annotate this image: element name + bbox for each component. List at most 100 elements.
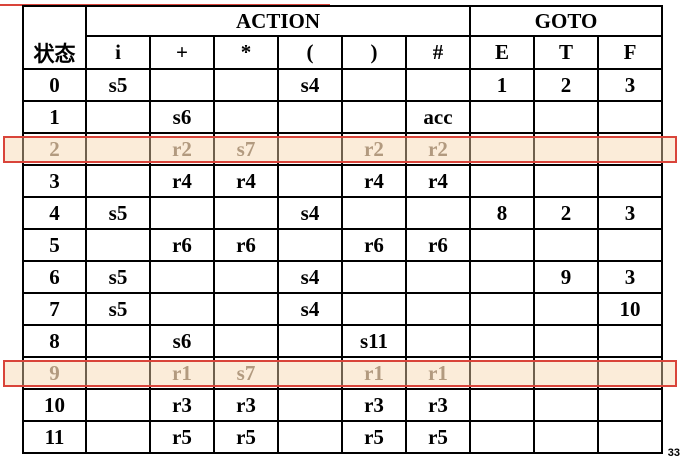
action-cell: s6 [149,324,215,358]
goto-cell [597,100,663,134]
table-row: 8 s6 s11 [22,324,663,358]
goto-cell: 8 [469,196,535,230]
action-cell: r5 [149,420,215,454]
action-cell: s5 [85,196,151,230]
goto-cell: 2 [533,68,599,102]
state-cell: 4 [22,196,87,230]
symbol-header: # [405,35,471,70]
table-row: 7 s5 s4 10 [22,292,663,326]
symbol-header: i [85,35,151,70]
table-row: 10 r3 r3 r3 r3 [22,388,663,422]
goto-cell [469,292,535,326]
action-cell [85,228,151,262]
goto-cell [533,164,599,198]
page-number: 33 [667,447,680,459]
table-row: 5 r6 r6 r6 r6 [22,228,663,262]
action-cell: s5 [85,68,151,102]
state-cell: 3 [22,164,87,198]
action-cell [341,260,407,294]
action-cell: s6 [149,100,215,134]
action-cell [213,68,279,102]
action-cell: r4 [149,164,215,198]
action-cell: r1 [341,356,407,390]
goto-cell [469,388,535,422]
action-cell: r2 [405,132,471,166]
action-cell: s11 [341,324,407,358]
goto-cell: 2 [533,196,599,230]
action-cell [277,388,343,422]
action-cell [85,100,151,134]
symbol-header: T [533,35,599,70]
state-cell: 10 [22,388,87,422]
goto-cell [469,132,535,166]
action-cell [277,324,343,358]
action-cell: s5 [85,292,151,326]
goto-cell [533,356,599,390]
goto-cell [597,420,663,454]
goto-cell [469,324,535,358]
action-cell [341,196,407,230]
action-cell: r2 [149,132,215,166]
action-cell: r1 [149,356,215,390]
goto-cell [597,356,663,390]
state-cell: 6 [22,260,87,294]
goto-cell [533,228,599,262]
table-row: 2 r2 s7 r2 r2 [22,132,663,166]
goto-cell: 3 [597,68,663,102]
symbol-header: ( [277,35,343,70]
header-row-symbols: i + * ( ) # E T F [23,35,663,70]
goto-cell: 1 [469,68,535,102]
action-cell: r6 [405,228,471,262]
symbol-header: E [469,35,535,70]
table-row: 4 s5 s4 8 2 3 [22,196,663,230]
goto-cell [533,100,599,134]
goto-cell [533,132,599,166]
action-group-header: ACTION [85,5,471,37]
action-cell: r5 [341,420,407,454]
symbol-header: ) [341,35,407,70]
table-row: 0 s5 s4 1 2 3 [22,68,663,102]
action-cell: s4 [277,260,343,294]
action-cell: r1 [405,356,471,390]
goto-cell [469,228,535,262]
action-cell [149,196,215,230]
action-cell [213,100,279,134]
action-cell: r5 [405,420,471,454]
state-cell: 1 [22,100,87,134]
action-cell: r3 [341,388,407,422]
action-cell [405,260,471,294]
symbol-header: * [213,35,279,70]
action-cell [277,228,343,262]
goto-cell [597,388,663,422]
action-cell: r3 [213,388,279,422]
action-cell [149,68,215,102]
action-cell [213,292,279,326]
state-cell: 8 [22,324,87,358]
action-cell [85,356,151,390]
action-cell [405,68,471,102]
goto-cell: 10 [597,292,663,326]
action-cell [277,164,343,198]
action-cell [85,388,151,422]
goto-cell: 3 [597,260,663,294]
action-cell: r4 [405,164,471,198]
action-cell [405,196,471,230]
action-cell [213,196,279,230]
action-cell: r6 [341,228,407,262]
goto-cell [469,356,535,390]
state-cell: 9 [22,356,87,390]
action-cell [277,420,343,454]
action-cell: s7 [213,132,279,166]
goto-cell: 3 [597,196,663,230]
action-cell [341,100,407,134]
table-row: 1 s6 acc [22,100,663,134]
table-row: 3 r4 r4 r4 r4 [22,164,663,198]
action-cell: r5 [213,420,279,454]
goto-cell [469,164,535,198]
action-cell [85,420,151,454]
goto-cell [533,324,599,358]
action-cell: r3 [405,388,471,422]
action-cell: r6 [213,228,279,262]
lr-parsing-table: 状态 ACTION GOTO i + * ( ) # E T F 0 s5 s4 1 2… [22,5,663,454]
action-cell: r4 [213,164,279,198]
